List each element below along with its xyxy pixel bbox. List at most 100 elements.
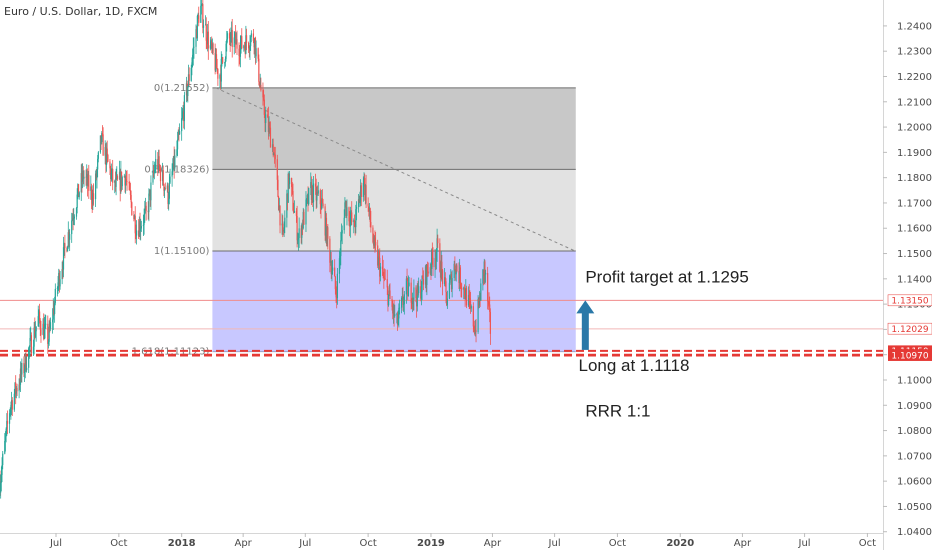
candle-body bbox=[163, 184, 165, 191]
candle-body bbox=[310, 182, 313, 200]
candle-body bbox=[61, 269, 63, 280]
candle-body bbox=[167, 185, 169, 204]
candle-body bbox=[458, 271, 460, 284]
price-tag[interactable] bbox=[888, 349, 932, 361]
candle-body bbox=[375, 242, 377, 246]
candle-body bbox=[401, 295, 403, 299]
candle-body bbox=[245, 35, 248, 43]
text-annotation[interactable]: RRR 1:1 bbox=[585, 402, 650, 421]
candle-body bbox=[62, 247, 65, 270]
candle-body bbox=[297, 239, 299, 241]
horizontal-lines[interactable] bbox=[0, 299, 883, 357]
candle-body bbox=[273, 153, 275, 156]
candle-body bbox=[480, 283, 482, 301]
candle-body bbox=[287, 173, 289, 203]
candle-body bbox=[482, 269, 484, 284]
candle-body bbox=[425, 266, 427, 286]
candle-body bbox=[230, 32, 232, 42]
price-tag[interactable] bbox=[887, 294, 932, 307]
x-tick-label: Apr bbox=[734, 538, 752, 549]
candle-body bbox=[11, 400, 13, 406]
candle-body bbox=[16, 387, 18, 392]
candle-body bbox=[488, 301, 490, 305]
candle-body bbox=[243, 45, 245, 49]
candle-body bbox=[85, 176, 87, 178]
candle-body bbox=[412, 297, 414, 300]
candle-body bbox=[114, 180, 117, 187]
candle-body bbox=[435, 258, 437, 261]
candle-body bbox=[239, 45, 242, 57]
candle-body bbox=[391, 299, 393, 307]
price-tag-label: 1.13150 bbox=[891, 297, 928, 307]
candle-body bbox=[250, 37, 252, 47]
candle-body bbox=[66, 248, 68, 252]
candle-body bbox=[28, 348, 30, 368]
candle-body bbox=[235, 39, 237, 45]
candle-body bbox=[145, 205, 147, 211]
candle-body bbox=[459, 267, 461, 284]
candle-body bbox=[13, 393, 15, 410]
candle-body bbox=[257, 48, 259, 59]
candle-body bbox=[142, 224, 145, 227]
candle-body bbox=[370, 221, 372, 228]
candle-body bbox=[389, 290, 391, 300]
candle-body bbox=[221, 57, 223, 59]
candle-body bbox=[478, 298, 480, 306]
candle-body bbox=[326, 227, 328, 244]
candle-body bbox=[214, 53, 216, 71]
candle-body bbox=[187, 74, 190, 87]
candle-body bbox=[268, 125, 270, 132]
candle-body bbox=[76, 194, 78, 208]
candle-body bbox=[181, 114, 183, 119]
candle-body bbox=[186, 83, 188, 97]
candle-body bbox=[64, 243, 66, 249]
candle-body bbox=[0, 482, 2, 493]
candle-body bbox=[231, 29, 233, 48]
candle-body bbox=[163, 187, 166, 191]
candle-body bbox=[283, 227, 285, 232]
candle-body bbox=[47, 323, 49, 344]
time-axis[interactable]: Jul Oct 2018 Apr Jul Oct 2019 Apr Jul Oct 2020 Apr J… bbox=[49, 533, 876, 549]
candle-body bbox=[115, 177, 117, 187]
candle-body bbox=[368, 206, 370, 212]
candle-body bbox=[54, 303, 56, 314]
candle-body bbox=[254, 37, 257, 57]
candle-body bbox=[267, 117, 270, 132]
candle-body bbox=[434, 258, 436, 268]
candle-body bbox=[424, 266, 427, 285]
candle-body bbox=[171, 171, 173, 177]
arrow-up-icon[interactable] bbox=[576, 300, 595, 314]
y-tick-label: 1.08000 bbox=[897, 426, 932, 437]
y-tick-label: 1.16000 bbox=[897, 224, 932, 235]
candle-body bbox=[92, 193, 94, 204]
candle-body bbox=[334, 267, 336, 277]
price-candles bbox=[0, 0, 491, 499]
candle-body bbox=[407, 285, 410, 297]
price-tag[interactable] bbox=[887, 322, 932, 335]
candle-body bbox=[135, 230, 138, 236]
candle-body bbox=[4, 441, 6, 454]
candle-body bbox=[435, 251, 438, 261]
text-annotation[interactable]: Profit target at 1.1295 bbox=[585, 268, 749, 287]
annotations[interactable]: Profit target at 1.1295 Long at 1.1118 RRR… bbox=[576, 268, 749, 421]
candle-body bbox=[109, 161, 111, 169]
candle-body bbox=[436, 238, 438, 252]
price-axis[interactable]: 1.24000 1.23000 1.22000 1.21000 1.20000 1.190… bbox=[883, 21, 932, 538]
fib-level-label: 1(1.15100) bbox=[154, 246, 210, 257]
candle-body bbox=[211, 41, 213, 48]
candle-body bbox=[479, 296, 481, 301]
candle-body bbox=[202, 25, 205, 28]
text-annotation[interactable]: Long at 1.1118 bbox=[578, 356, 689, 375]
candle-body bbox=[334, 276, 336, 290]
candle-body bbox=[272, 144, 274, 156]
candle-body bbox=[450, 274, 453, 290]
candle-body bbox=[80, 173, 82, 193]
candle-body bbox=[396, 313, 399, 325]
candle-body bbox=[286, 193, 289, 203]
candle-body bbox=[472, 306, 474, 327]
candle-body bbox=[300, 228, 302, 238]
candle-body bbox=[441, 270, 444, 285]
fibonacci-retracement[interactable]: 0(1.21552) 0.5(1.18326) 1(1.15100) 1.618(1.… bbox=[132, 83, 576, 358]
candle-body bbox=[482, 269, 485, 277]
